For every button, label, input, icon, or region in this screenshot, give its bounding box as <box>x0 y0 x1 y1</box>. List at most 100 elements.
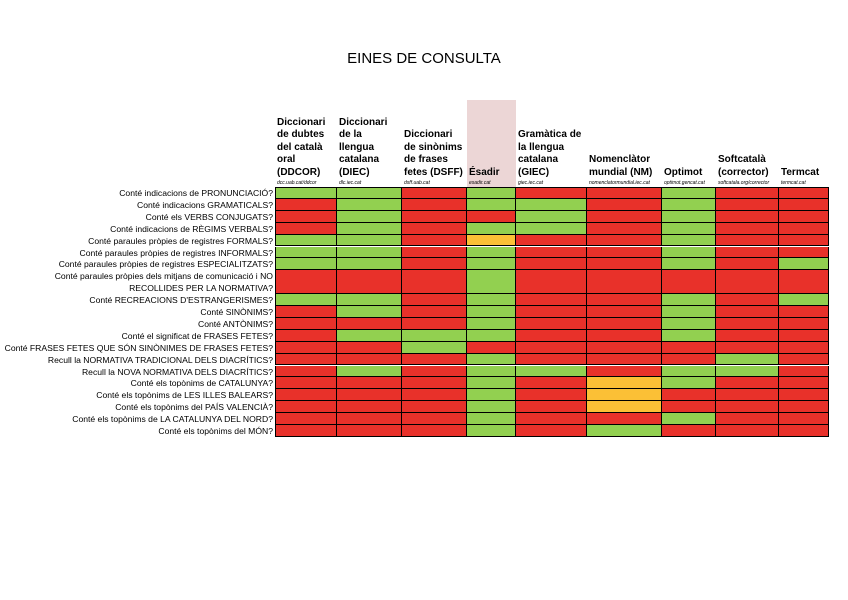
cell <box>779 246 829 259</box>
cell <box>516 425 587 437</box>
row-label: Conté els topònims del PAÍS VALENCIÀ? <box>115 401 273 413</box>
cell <box>275 210 337 223</box>
cell <box>716 187 779 199</box>
cell <box>402 258 467 271</box>
cell <box>275 258 337 271</box>
cell <box>467 246 516 259</box>
row-label-line: Conté paraules pròpies de registres INFO… <box>79 247 273 258</box>
cell <box>716 365 779 378</box>
row-label: Conté indicacions de RÈGIMS VERBALS? <box>110 223 273 235</box>
header-line: mundial (NM) <box>589 166 653 178</box>
cell <box>402 365 467 378</box>
cell <box>662 353 716 366</box>
cell <box>467 187 516 199</box>
cell <box>516 341 587 354</box>
cell <box>587 341 662 354</box>
row-label: Conté RECREACIONS D'ESTRANGERISMES? <box>89 294 273 306</box>
row-label-line: Conté ANTÒNIMS? <box>198 318 273 329</box>
cell <box>662 413 716 425</box>
cell <box>402 210 467 223</box>
column-header: Diccionari de sinònims de frases fetes (DSF… <box>402 100 467 187</box>
cell <box>402 234 467 247</box>
cell <box>779 401 829 414</box>
cell <box>779 377 829 390</box>
cell <box>516 187 587 199</box>
cell <box>779 210 829 223</box>
cell <box>662 294 716 306</box>
cell <box>662 222 716 235</box>
cell <box>587 365 662 378</box>
cell <box>337 413 402 425</box>
header-line: de dubtes <box>277 129 325 140</box>
cell <box>467 401 516 414</box>
cell <box>275 246 337 259</box>
cell <box>516 234 587 247</box>
cell <box>337 389 402 402</box>
header-line: de la <box>339 129 362 140</box>
cell <box>779 353 829 366</box>
cell <box>779 187 829 199</box>
header-url: giec.iec.cat <box>518 180 544 186</box>
cell <box>467 222 516 235</box>
row-label-line: Conté paraules pròpies de registres FORM… <box>88 235 273 246</box>
header-line: llengua <box>339 141 375 153</box>
header-line: catalana <box>518 154 559 165</box>
cell <box>275 222 337 235</box>
cell <box>402 306 467 318</box>
cell <box>337 270 402 295</box>
cell <box>467 198 516 211</box>
cell <box>587 401 662 414</box>
column-header: Ésadir esadir.cat <box>467 100 516 187</box>
cell <box>275 425 337 437</box>
row-label: Conté els topònims del MÓN? <box>158 425 273 437</box>
cell <box>402 246 467 259</box>
header-line: Diccionari <box>404 129 453 140</box>
row-label: Recull la NORMATIVA TRADICIONAL DELS DIA… <box>48 354 273 366</box>
cell <box>662 341 716 354</box>
row-label-line: Recull la NORMATIVA TRADICIONAL DELS DIA… <box>47 354 273 365</box>
cell <box>779 389 829 402</box>
row-label-line: Conté paraules pròpies de registres ESPE… <box>58 259 273 270</box>
column-header: Diccionari de la llengua catalana (DIEC) dlc.… <box>337 100 402 187</box>
header-line: (DIEC) <box>339 166 370 178</box>
cell <box>516 389 587 402</box>
row-label: Conté paraules pròpies dels mitjans de c… <box>55 270 273 294</box>
cell <box>716 401 779 414</box>
cell <box>587 413 662 425</box>
column-header: Termcat termcat.cat <box>779 100 829 187</box>
cell <box>337 341 402 354</box>
header-line: (DDCOR) <box>277 166 321 178</box>
cell <box>716 306 779 318</box>
column-header: Diccionari de dubtes del català oral (DDCOR)… <box>275 100 337 187</box>
cell <box>467 353 516 366</box>
cell <box>716 294 779 306</box>
header-line: Diccionari <box>277 116 326 128</box>
cell <box>662 234 716 247</box>
cell <box>779 329 829 342</box>
cell <box>337 187 402 199</box>
row-label-line: Conté el significat de FRASES FETES? <box>121 330 273 341</box>
cell <box>467 294 516 306</box>
header-line: del català <box>277 141 323 153</box>
cell <box>716 353 779 366</box>
header-line: oral <box>277 154 296 165</box>
cell <box>716 425 779 437</box>
cell <box>516 329 587 342</box>
cell <box>587 317 662 330</box>
column-header: Nomenclàtor mundial (NM) nomenclatormundia… <box>587 100 662 187</box>
row-label-line: Conté els VERBS CONJUGATS? <box>145 211 273 222</box>
cell <box>275 294 337 306</box>
cell <box>337 353 402 366</box>
cell <box>716 210 779 223</box>
cell <box>516 198 587 211</box>
cell <box>275 270 337 295</box>
cell <box>516 306 587 318</box>
cell <box>275 341 337 354</box>
header-line: fetes (DSFF) <box>404 166 463 178</box>
cell <box>716 198 779 211</box>
cell <box>337 306 402 318</box>
cell <box>779 306 829 318</box>
cell <box>716 317 779 330</box>
cell <box>662 389 716 402</box>
